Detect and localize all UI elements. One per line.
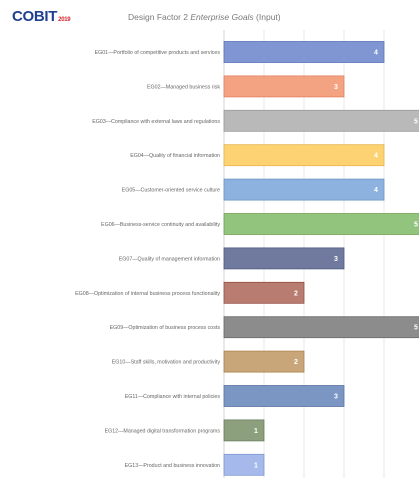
value-labels: 4 3 5 4 4 5 3 2 5 2 3 1 1 [254, 50, 418, 470]
data-label: 3 [334, 394, 338, 401]
category-label: EG03—Compliance with external laws and r… [92, 119, 220, 125]
bar [223, 41, 385, 63]
logo-year: 2019 [58, 17, 71, 23]
bar [223, 109, 419, 132]
category-label: EG01—Portfolio of competitive products a… [95, 50, 221, 56]
chart-title-prefix: Design Factor 2 [128, 12, 191, 22]
data-label: 5 [414, 222, 418, 229]
data-label: 1 [254, 428, 258, 435]
bar [223, 419, 265, 442]
category-label: EG02—Managed business risk [147, 84, 220, 90]
bars [223, 41, 419, 476]
bar [223, 350, 305, 373]
category-label: EG05—Customer-oriented service culture [122, 188, 220, 194]
category-label: EG11—Compliance with internal policies [125, 394, 221, 400]
bar [223, 453, 265, 476]
logo-text: COBIT [12, 8, 58, 25]
bar [223, 144, 385, 167]
bar [223, 178, 385, 201]
category-label: EG07—Quality of management information [119, 256, 220, 262]
category-label: EG04—Quality of financial information [130, 153, 220, 159]
data-label: 5 [414, 325, 418, 332]
category-label: EG10—Staff skills, motivation and produc… [112, 360, 221, 366]
bar [223, 247, 345, 270]
data-label: 5 [414, 118, 418, 125]
chart-title-emphasis: Enterprise Goals [190, 12, 254, 22]
category-labels: EG01—Portfolio of competitive products a… [75, 50, 220, 469]
data-label: 2 [294, 290, 298, 297]
category-label: EG13—Product and business innovation [125, 463, 220, 469]
category-label: EG09—Optimization of business process co… [110, 325, 221, 331]
data-label: 3 [334, 84, 338, 91]
category-label: EG12—Managed digital transformation prog… [105, 428, 221, 434]
bar [223, 75, 345, 98]
cobit-logo: COBIT2019 [12, 8, 71, 25]
chart-title-suffix: (Input) [253, 12, 281, 22]
data-label: 4 [374, 153, 378, 160]
bar [223, 316, 419, 339]
category-label: EG06—Business-service continuity and ava… [101, 222, 220, 228]
data-label: 4 [374, 50, 378, 57]
bar [223, 213, 419, 235]
bar [223, 281, 305, 304]
data-label: 1 [254, 462, 258, 469]
data-label: 3 [334, 256, 338, 263]
data-label: 2 [294, 359, 298, 366]
bar [223, 385, 345, 407]
chart-title: Design Factor 2 Enterprise Goals (Input) [128, 12, 281, 22]
category-label: EG08—Optimization of internal business p… [75, 291, 220, 297]
data-label: 4 [374, 187, 378, 194]
